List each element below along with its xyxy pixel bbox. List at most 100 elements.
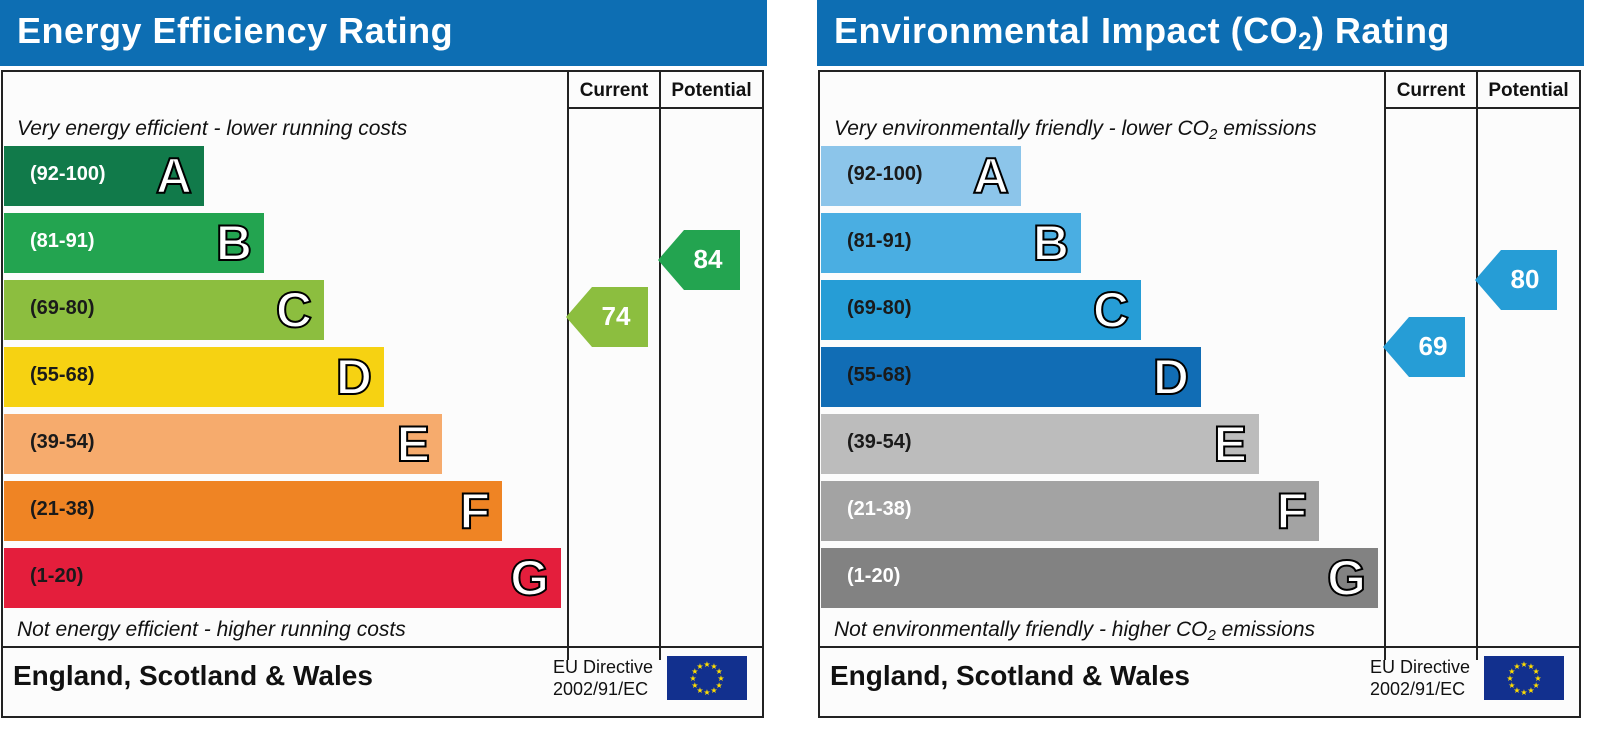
chart-frame: Current Potential Very environmentally f… bbox=[818, 70, 1581, 718]
band-range-label: (55-68) bbox=[30, 364, 95, 386]
eu-star: ★ bbox=[1513, 662, 1520, 671]
divider bbox=[659, 72, 661, 660]
eu-star: ★ bbox=[716, 667, 723, 676]
eu-star: ★ bbox=[1520, 688, 1527, 697]
rating-band-e: (39-54) E bbox=[821, 414, 1259, 474]
chart-title: Energy Efficiency Rating bbox=[17, 10, 454, 51]
energy-efficiency-chart: Energy Efficiency Rating Current Potenti… bbox=[0, 0, 767, 720]
potential-arrow-shape bbox=[1475, 250, 1557, 310]
eu-flag-icon: ★ ★ ★ ★ ★ ★ ★ ★ ★ ★ ★ ★ bbox=[667, 656, 747, 700]
band-letter: C bbox=[1092, 281, 1130, 339]
bottom-note: Not energy efficient - higher running co… bbox=[17, 618, 406, 641]
band-letter: E bbox=[396, 415, 431, 473]
current-rating-value: 69 bbox=[1418, 331, 1448, 361]
eu-star: ★ bbox=[703, 660, 710, 669]
band-range-label: (92-100) bbox=[30, 163, 106, 185]
band-range-label: (69-80) bbox=[30, 297, 95, 319]
current-arrow-shape bbox=[566, 286, 648, 347]
eu-directive-label: EU Directive 2002/91/EC bbox=[553, 657, 654, 699]
band-range-label: (39-54) bbox=[847, 431, 912, 453]
eu-star: ★ bbox=[696, 662, 703, 671]
eu-star: ★ bbox=[696, 686, 703, 695]
band-letter: G bbox=[1326, 549, 1367, 607]
potential-rating-arrow: 84 bbox=[658, 229, 740, 290]
band-range-label: (69-80) bbox=[847, 297, 912, 319]
eu-star: ★ bbox=[1527, 662, 1534, 671]
current-arrow-shape bbox=[1383, 317, 1465, 377]
top-note: Very energy efficient - lower running co… bbox=[17, 117, 408, 140]
band-range-label: (39-54) bbox=[30, 431, 95, 453]
band-range-label: (81-91) bbox=[847, 230, 912, 252]
chart-frame: Current Potential Very energy efficient … bbox=[1, 70, 764, 718]
band-letter: E bbox=[1213, 415, 1248, 473]
eu-star: ★ bbox=[1520, 660, 1527, 669]
column-header-current: Current bbox=[1396, 80, 1466, 101]
divider bbox=[1384, 72, 1386, 660]
band-range-label: (92-100) bbox=[847, 163, 923, 185]
bottom-note: Not environmentally friendly - higher CO… bbox=[834, 618, 1316, 644]
rating-band-b: (81-91) B bbox=[4, 213, 264, 273]
band-range-label: (21-38) bbox=[30, 498, 95, 520]
eu-star: ★ bbox=[716, 681, 723, 690]
rating-band-d: (55-68) D bbox=[4, 347, 384, 407]
eu-star: ★ bbox=[1533, 681, 1540, 690]
band-range-label: (55-68) bbox=[847, 364, 912, 386]
eu-star: ★ bbox=[691, 681, 698, 690]
eu-star: ★ bbox=[710, 662, 717, 671]
eu-directive-label: EU Directive 2002/91/EC bbox=[1370, 657, 1471, 699]
divider bbox=[820, 646, 1579, 648]
band-letter: B bbox=[215, 214, 253, 272]
band-letter: A bbox=[972, 147, 1010, 205]
band-range-label: (1-20) bbox=[847, 565, 901, 587]
band-range-label: (1-20) bbox=[30, 565, 84, 587]
column-header-current: Current bbox=[579, 80, 649, 101]
rating-band-e: (39-54) E bbox=[4, 414, 442, 474]
rating-band-a: (92-100) A bbox=[821, 146, 1021, 206]
region-label: England, Scotland & Wales bbox=[830, 660, 1190, 691]
band-letter: F bbox=[1275, 482, 1308, 540]
chart-title-bar: Environmental Impact (CO2) Rating bbox=[817, 0, 1584, 66]
chart-title-bar: Energy Efficiency Rating bbox=[0, 0, 767, 66]
potential-rating-value: 84 bbox=[693, 243, 723, 274]
current-rating-value: 74 bbox=[601, 300, 631, 331]
band-letter: G bbox=[509, 549, 550, 607]
rating-band-f: (21-38) F bbox=[821, 481, 1319, 541]
current-rating-arrow: 74 bbox=[566, 286, 648, 347]
divider bbox=[1384, 107, 1579, 109]
band-letter: B bbox=[1032, 214, 1070, 272]
potential-rating-arrow: 80 bbox=[1475, 250, 1557, 310]
rating-band-d: (55-68) D bbox=[821, 347, 1201, 407]
eu-star: ★ bbox=[691, 667, 698, 676]
eu-star: ★ bbox=[689, 674, 696, 683]
column-header-potential: Potential bbox=[671, 80, 752, 101]
potential-arrow-shape bbox=[658, 229, 740, 290]
eu-star: ★ bbox=[710, 686, 717, 695]
eu-star: ★ bbox=[1534, 674, 1541, 683]
region-label: England, Scotland & Wales bbox=[13, 660, 373, 691]
environmental-impact-chart: Environmental Impact (CO2) Rating Curren… bbox=[817, 0, 1584, 720]
band-letter: F bbox=[458, 482, 491, 540]
band-range-label: (81-91) bbox=[30, 230, 95, 252]
band-letter: C bbox=[275, 281, 313, 339]
potential-rating-value: 80 bbox=[1510, 264, 1540, 294]
rating-band-g: (1-20) G bbox=[4, 548, 561, 608]
band-letter: A bbox=[155, 147, 193, 205]
rating-band-f: (21-38) F bbox=[4, 481, 502, 541]
divider bbox=[567, 107, 762, 109]
band-letter: D bbox=[335, 348, 373, 406]
eu-star: ★ bbox=[1508, 681, 1515, 690]
rating-band-g: (1-20) G bbox=[821, 548, 1378, 608]
band-range-label: (21-38) bbox=[847, 498, 912, 520]
divider bbox=[3, 646, 762, 648]
chart-title: Environmental Impact (CO2) Rating bbox=[834, 10, 1450, 55]
eu-star: ★ bbox=[1508, 667, 1515, 676]
divider bbox=[567, 72, 569, 660]
rating-band-c: (69-80) C bbox=[4, 280, 324, 340]
eu-star: ★ bbox=[717, 674, 724, 683]
column-header-potential: Potential bbox=[1488, 80, 1569, 101]
eu-flag-icon: ★ ★ ★ ★ ★ ★ ★ ★ ★ ★ ★ ★ bbox=[1484, 656, 1564, 700]
eu-star: ★ bbox=[703, 688, 710, 697]
band-letter: D bbox=[1152, 348, 1190, 406]
eu-star: ★ bbox=[1513, 686, 1520, 695]
top-note: Very environmentally friendly - lower CO… bbox=[834, 117, 1317, 143]
